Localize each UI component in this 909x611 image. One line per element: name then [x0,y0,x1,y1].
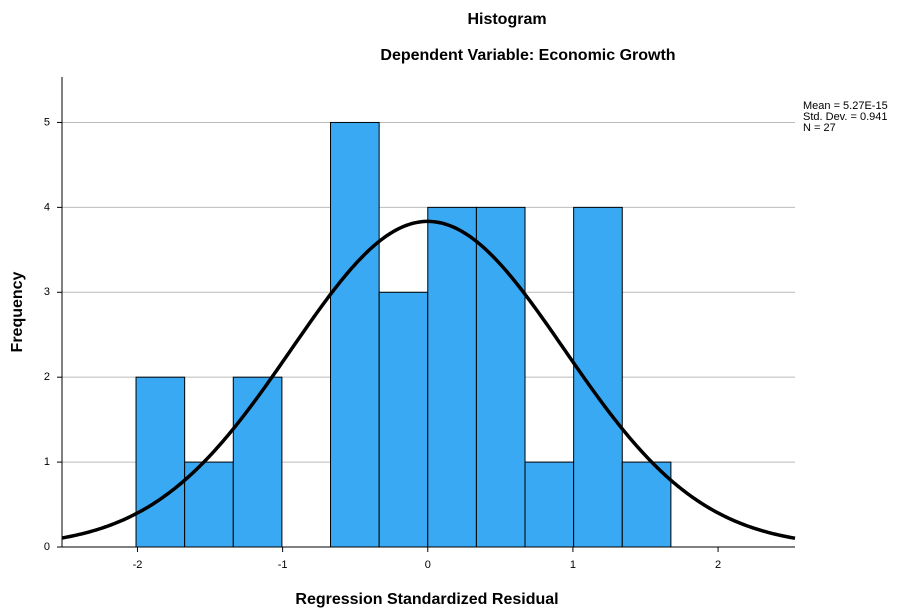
y-tick-label: 3 [44,286,50,298]
x-tick-label: -1 [278,559,288,571]
bar [135,376,186,548]
bar [378,291,429,548]
bar [232,376,283,548]
y-axis-label: Frequency [9,271,26,352]
chart-subtitle: Dependent Variable: Economic Growth [380,47,675,64]
y-tick-label: 5 [44,116,50,128]
normal-curve [61,219,796,540]
bar [475,206,526,548]
chart-title: Histogram [467,11,546,28]
y-tick-label: 4 [44,201,50,213]
x-tick-label: -2 [133,559,143,571]
stat-n: N = 27 [803,122,836,134]
y-tick-label: 0 [44,541,50,553]
y-tick-label: 2 [44,371,50,383]
bar [621,461,672,548]
x-tick-label: 1 [570,559,576,571]
bar [427,206,477,548]
x-tick-label: 2 [715,559,721,571]
bar [573,206,623,548]
stat-mean: Mean = 5.27E-15 [803,100,888,112]
x-axis-label: Regression Standardized Residual [295,591,558,608]
y-tick-label: 1 [44,456,50,468]
bar [184,461,234,548]
stat-sd: Std. Dev. = 0.941 [803,111,888,123]
x-tick-label: 0 [425,559,431,571]
bar [524,461,575,548]
bar [330,121,380,548]
